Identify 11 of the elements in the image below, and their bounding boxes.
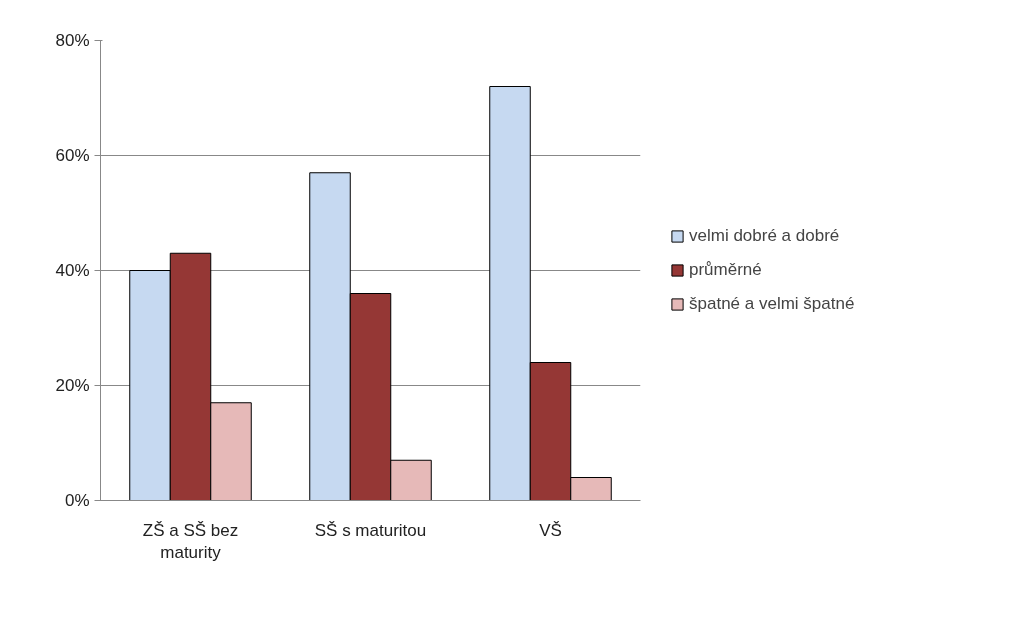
y-tick-label: 60% (55, 146, 90, 165)
y-tick-label: 0% (64, 491, 90, 510)
legend-label: špatné a velmi špatné (689, 294, 855, 314)
x-tick-label: VŠ (539, 520, 562, 540)
y-tick-label: 80% (55, 31, 90, 50)
legend-label: průměrné (689, 260, 762, 280)
x-tick-label: ZŠ a SŠ bez maturity (142, 520, 239, 563)
y-tick-label: 40% (55, 261, 90, 280)
x-tick-label: SŠ s maturitou (314, 520, 427, 540)
y-tick-label: 20% (55, 376, 90, 395)
legend-label: velmi dobré a dobré (689, 226, 840, 246)
